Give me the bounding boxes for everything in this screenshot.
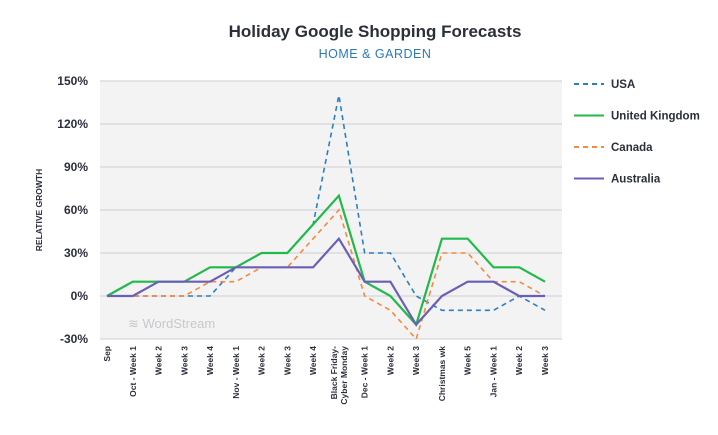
x-tick-label: Week 4 <box>308 346 318 375</box>
y-tick-label: 0% <box>71 289 89 303</box>
x-tick-label: Nov - Week 1 <box>231 346 241 399</box>
watermark: ≋ WordStream <box>128 316 215 331</box>
legend-label: United Kingdom <box>611 111 700 123</box>
x-tick-label: Week 3 <box>282 346 292 375</box>
x-tick-label: Jan - Week 1 <box>488 346 498 398</box>
y-tick-label: 150% <box>57 74 88 88</box>
legend-label: Canada <box>611 142 653 154</box>
series-line-australia <box>107 236 545 327</box>
x-tick-label: Week 2 <box>514 346 524 375</box>
x-tick-label: Oct - Week 1 <box>128 346 138 397</box>
legend-label: Australia <box>611 174 661 186</box>
x-tick-label: Week 4 <box>205 346 215 375</box>
x-tick-label: Week 2 <box>257 346 267 375</box>
y-tick-label: 30% <box>64 246 88 260</box>
y-tick-label: -30% <box>60 332 88 346</box>
x-tick-label: Week 3 <box>179 346 189 375</box>
legend-label: USA <box>611 79 635 91</box>
series-line-canada <box>107 208 546 341</box>
x-tick-label: Black Friday-Cyber Monday <box>329 346 349 405</box>
y-tick-label: 90% <box>64 160 88 174</box>
x-tick-label: Sep <box>102 346 112 362</box>
y-axis-label: RELATIVE GROWTH <box>34 169 44 251</box>
x-tick-label: Week 5 <box>463 346 473 375</box>
x-tick-label: Week 2 <box>385 346 395 375</box>
x-tick-label: Week 3 <box>411 346 421 375</box>
chart-title: Holiday Google Shopping Forecasts <box>228 22 522 41</box>
x-tick-label: Dec - Week 1 <box>360 346 370 399</box>
y-tick-label: 60% <box>64 203 88 217</box>
chart-subtitle: HOME & GARDEN <box>318 47 432 61</box>
x-tick-label: Week 2 <box>154 346 164 375</box>
x-tick-label: Christmas wk <box>437 346 447 402</box>
y-tick-label: 120% <box>57 117 88 131</box>
x-tick-label: Week 3 <box>540 346 550 375</box>
